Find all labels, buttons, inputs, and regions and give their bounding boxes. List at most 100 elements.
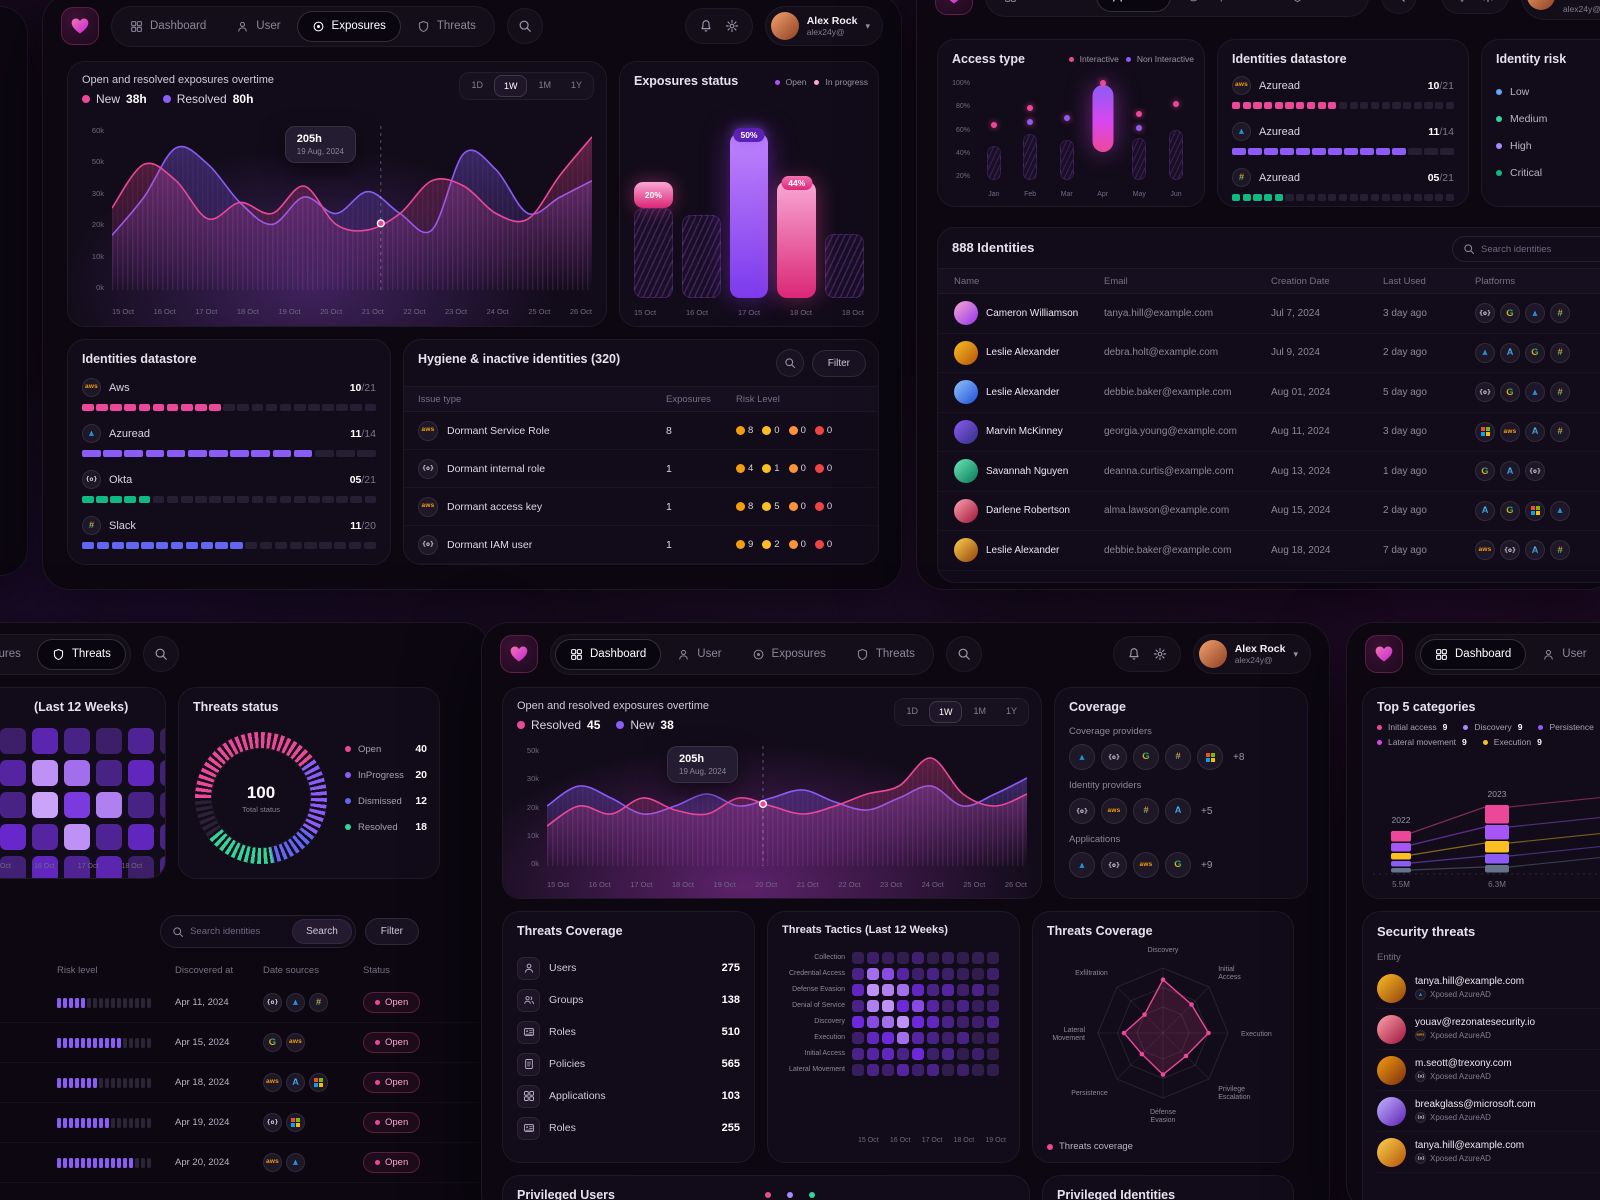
filter-button[interactable]: Filter (364, 918, 419, 945)
gear-icon[interactable] (1481, 0, 1495, 3)
slack-icon: # (1550, 421, 1570, 442)
coverage-list-row[interactable]: Roles 255 (517, 1112, 740, 1144)
bell-icon[interactable] (1455, 0, 1469, 3)
slack-icon: # (1550, 303, 1570, 324)
status-bar-hatch (681, 215, 721, 298)
subtitle-text: Xposed AzureAD (1430, 1113, 1491, 1122)
bell-icon[interactable] (1127, 647, 1141, 661)
threat-row[interactable]: Apr 11, 2024 {o} ▲ # Open (0, 983, 489, 1023)
identity-row[interactable]: Cameron Williamson tanya.hill@example.com… (938, 294, 1600, 334)
coverage-list-row[interactable]: Applications 103 (517, 1080, 740, 1112)
nav-item-exposures[interactable]: Exposures (1173, 0, 1275, 11)
range-1y[interactable]: 1Y (570, 80, 582, 90)
range-1y[interactable]: 1Y (1005, 706, 1017, 716)
coverage-list-row[interactable]: Groups 138 (517, 984, 740, 1016)
nav-item-exposures[interactable]: Exposures (738, 640, 840, 669)
heat-cell (927, 951, 939, 964)
slack-icon: # (1550, 342, 1570, 363)
search-icon-button[interactable] (775, 349, 804, 377)
filter-button[interactable]: Filter (811, 349, 866, 377)
search-button[interactable]: Search (292, 919, 352, 944)
risk-count: 0 (774, 425, 780, 436)
status-dot (375, 1000, 380, 1005)
nav-item-user[interactable]: User (1096, 0, 1171, 12)
status-bar[interactable] (825, 110, 864, 298)
hygiene-row[interactable]: aws Dormant access key 1 8 5 0 0 (404, 488, 878, 526)
security-threat-row[interactable]: youav@rezonatesecurity.io aws Xposed Azure… (1377, 1009, 1600, 1050)
search-button[interactable] (506, 8, 543, 44)
nav-item-exposures[interactable]: Exposures (0, 640, 35, 669)
identity-row[interactable]: Savannah Nguyen deanna.curtis@example.com… (938, 452, 1600, 492)
nav-item-threats[interactable]: Threats (1277, 0, 1364, 11)
col-date-sources: Date sources (263, 964, 319, 976)
hygiene-row[interactable]: {o} Dormant internal role 1 4 1 0 0 (404, 450, 878, 488)
segment (110, 404, 122, 411)
security-threat-row[interactable]: tanya.hill@example.com{o}Xposed AzureADC… (1377, 1132, 1600, 1173)
range-1w[interactable]: 1W (928, 701, 963, 723)
status-bar[interactable] (681, 110, 721, 298)
nav-item-threats[interactable]: Threats (842, 640, 929, 669)
axis-tick: 20k (526, 802, 539, 812)
risk-level-cell (57, 1037, 175, 1048)
coverage-list-row[interactable]: Users 275 (517, 952, 740, 984)
x-axis-labels: 15 Oct 16 Oct 17 Oct 18 Oct 19 Oct (858, 1137, 1006, 1144)
threat-row[interactable]: Apr 19, 2024 {o} Open (0, 1103, 489, 1143)
identity-row[interactable]: Darlene Robertson alma.lawson@example.com… (938, 492, 1600, 532)
nav-item-dashboard[interactable]: Dashboard (990, 0, 1094, 11)
security-threat-row[interactable]: m.seott@trexony.com{o}Xposed AzureADSucc… (1377, 1050, 1600, 1091)
status-bar[interactable]: 20% (634, 110, 673, 298)
search-input[interactable] (190, 926, 287, 937)
threat-row[interactable]: Apr 18, 2024 aws A Open (0, 1063, 489, 1103)
search-button[interactable] (142, 636, 179, 672)
identity-row[interactable]: Leslie Alexander debbie.baker@example.com… (938, 373, 1600, 413)
nav-item-user[interactable]: User (663, 640, 735, 669)
hygiene-row[interactable]: {o} Dormant IAM user 1 9 2 0 0 (404, 526, 878, 564)
gear-icon[interactable] (1153, 647, 1167, 661)
tactics-row: Credential Access (778, 966, 999, 981)
security-threat-row[interactable]: breakglass@microsoft.com {o} Xposed AzureA… (1377, 1091, 1600, 1132)
axis-tick: 80% (955, 103, 970, 111)
nav-item-label: Dashboard (1024, 0, 1080, 2)
bell-icon[interactable] (699, 19, 713, 33)
nav-item-label: User (697, 648, 722, 660)
range-1m[interactable]: 1M (538, 80, 551, 90)
identity-row[interactable]: Marvin McKinney georgia.young@example.com… (938, 413, 1600, 453)
datastore-list: aws Aws 10/21 ▲ Azuread 11/14 {o} Okta 05/21 # Sla… (82, 378, 377, 562)
range-1m[interactable]: 1M (973, 706, 986, 716)
tactics-row: Initial Access (778, 1046, 999, 1061)
threat-row[interactable]: Apr 20, 2024 aws ▲ Open (0, 1143, 489, 1183)
nav-item-user[interactable]: User (222, 12, 294, 41)
range-1w[interactable]: 1W (493, 75, 528, 97)
coverage-list-row[interactable]: Policies 565 (517, 1048, 740, 1080)
segment (126, 542, 139, 549)
search-button[interactable] (945, 636, 982, 672)
nav-item-dashboard[interactable]: Dashboard (555, 638, 662, 670)
nav-item-user[interactable]: User (1528, 640, 1600, 669)
nav-item-threats[interactable]: Threats (403, 12, 490, 41)
identity-row[interactable]: Leslie Alexander debbie.baker@example.com… (938, 531, 1600, 571)
range-1d[interactable]: 1D (906, 706, 918, 716)
heat-cell (867, 1047, 879, 1060)
gear-icon[interactable] (725, 19, 739, 33)
nav-item-dashboard[interactable]: Dashboard (1420, 638, 1527, 670)
identity-row[interactable]: Leslie Alexander debra.holt@example.com Ju… (938, 334, 1600, 374)
range-1d[interactable]: 1D (471, 80, 483, 90)
heat-cell (972, 1015, 984, 1028)
nav-item-exposures[interactable]: Exposures (296, 10, 401, 42)
card-title: 888 Identities (952, 240, 1035, 255)
legend-label: New (630, 718, 655, 732)
nav-item-dashboard[interactable]: Dashboard (116, 12, 220, 41)
security-threat-row[interactable]: tanya.hill@example.com▲Xposed AzureADCro… (1377, 968, 1600, 1009)
status-bar[interactable]: 50% (729, 110, 769, 298)
status-bar[interactable]: 44% (777, 110, 817, 298)
search-button[interactable] (1380, 0, 1417, 14)
azure-icon: ▲ (1415, 989, 1426, 1000)
coverage-list-row[interactable]: Roles 510 (517, 1016, 740, 1048)
nav-item-threats[interactable]: Threats (36, 638, 126, 670)
search-input[interactable] (1481, 243, 1577, 255)
hygiene-row[interactable]: aws Dormant Service Role 8 8 0 0 0 (404, 412, 878, 450)
